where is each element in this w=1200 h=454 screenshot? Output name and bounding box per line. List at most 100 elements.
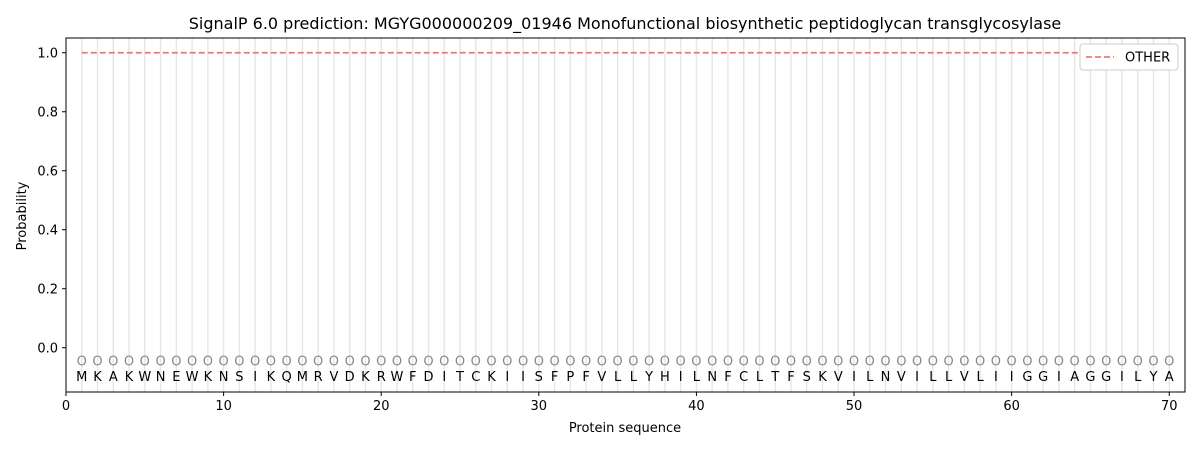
residue-label: K [204, 370, 213, 385]
state-marker: O [218, 355, 228, 370]
state-marker: O [1054, 355, 1064, 370]
chart-title: SignalP 6.0 prediction: MGYG000000209_01… [189, 14, 1062, 34]
x-tick-label: 70 [1161, 399, 1178, 414]
residue-label: W [186, 370, 199, 385]
residue-label: V [597, 370, 606, 385]
residue-label: F [787, 370, 794, 385]
state-marker: O [250, 355, 260, 370]
residue-label: K [93, 370, 102, 385]
residue-label: M [297, 370, 308, 385]
residue-label: A [1070, 370, 1079, 385]
residue-label: L [756, 370, 764, 385]
residue-label: F [551, 370, 558, 385]
y-tick-label: 0.4 [37, 223, 58, 238]
residue-label: Y [1149, 370, 1158, 385]
residue-label: G [1022, 370, 1032, 385]
state-marker: O [770, 355, 780, 370]
residue-label: C [739, 370, 748, 385]
residue-label: L [976, 370, 984, 385]
state-marker: O [329, 355, 339, 370]
state-marker: O [124, 355, 134, 370]
state-marker: O [1022, 355, 1032, 370]
residue-label: G [1101, 370, 1111, 385]
residue-label: E [172, 370, 180, 385]
residue-label: K [267, 370, 276, 385]
state-marker: O [549, 355, 559, 370]
x-axis-label: Protein sequence [569, 421, 681, 436]
state-marker: O [991, 355, 1001, 370]
state-marker: O [1070, 355, 1080, 370]
x-tick-label: 10 [215, 399, 232, 414]
residue-label: F [724, 370, 731, 385]
state-marker: O [345, 355, 355, 370]
residue-label: K [487, 370, 496, 385]
state-marker: O [1133, 355, 1143, 370]
x-tick-label: 50 [846, 399, 863, 414]
state-marker: O [77, 355, 87, 370]
y-tick-label: 0.2 [37, 282, 58, 297]
residue-label: I [915, 370, 919, 385]
state-marker: O [975, 355, 985, 370]
residue-label: N [219, 370, 229, 385]
residue-label: K [818, 370, 827, 385]
residue-label: L [1134, 370, 1142, 385]
state-marker: O [502, 355, 512, 370]
x-axis-ticks: 0 10 20 30 40 50 60 70 [62, 392, 1178, 414]
residue-label: D [423, 370, 433, 385]
residue-label: D [345, 370, 355, 385]
residue-label: V [834, 370, 843, 385]
residue-label: I [1057, 370, 1061, 385]
residue-label: A [1165, 370, 1174, 385]
residue-label: V [897, 370, 906, 385]
grid-lines [81, 38, 1170, 392]
state-marker: O [140, 355, 150, 370]
state-marker: O [234, 355, 244, 370]
residue-label: K [125, 370, 134, 385]
state-marker: O [1117, 355, 1127, 370]
residue-label: T [455, 370, 464, 385]
state-marker: O [644, 355, 654, 370]
residue-label: H [660, 370, 670, 385]
state-marker: O [896, 355, 906, 370]
state-marker: O [266, 355, 276, 370]
state-marker: O [628, 355, 638, 370]
state-marker: O [360, 355, 370, 370]
state-marker: O [1164, 355, 1174, 370]
state-marker: O [817, 355, 827, 370]
x-tick-label: 60 [1003, 399, 1020, 414]
state-marker: O [108, 355, 118, 370]
residue-label: Q [282, 370, 292, 385]
residue-label: A [109, 370, 118, 385]
legend: OTHER [1079, 43, 1179, 71]
state-marker: O [754, 355, 764, 370]
plot-frame [65, 37, 1186, 393]
y-tick-label: 0.6 [37, 164, 58, 179]
state-marker: O [739, 355, 749, 370]
residue-label: R [377, 370, 386, 385]
state-marker: O [408, 355, 418, 370]
state-marker: O [155, 355, 165, 370]
y-tick-label: 0.8 [37, 105, 58, 120]
legend-label-other: OTHER [1125, 51, 1170, 66]
x-tick-label: 20 [373, 399, 390, 414]
residue-label: L [866, 370, 874, 385]
residue-label: I [442, 370, 446, 385]
state-marker: O [486, 355, 496, 370]
state-marker: O [439, 355, 449, 370]
residue-label: K [361, 370, 370, 385]
residue-label: L [693, 370, 701, 385]
residue-label: R [314, 370, 323, 385]
state-marker: O [676, 355, 686, 370]
state-marker: O [203, 355, 213, 370]
residue-label: W [391, 370, 404, 385]
residue-label: L [630, 370, 638, 385]
residue-label: G [1038, 370, 1048, 385]
state-marker: O [518, 355, 528, 370]
state-marker: O [880, 355, 890, 370]
state-marker: O [723, 355, 733, 370]
state-marker: O [865, 355, 875, 370]
state-marker: O [1007, 355, 1017, 370]
residue-label: P [566, 370, 574, 385]
